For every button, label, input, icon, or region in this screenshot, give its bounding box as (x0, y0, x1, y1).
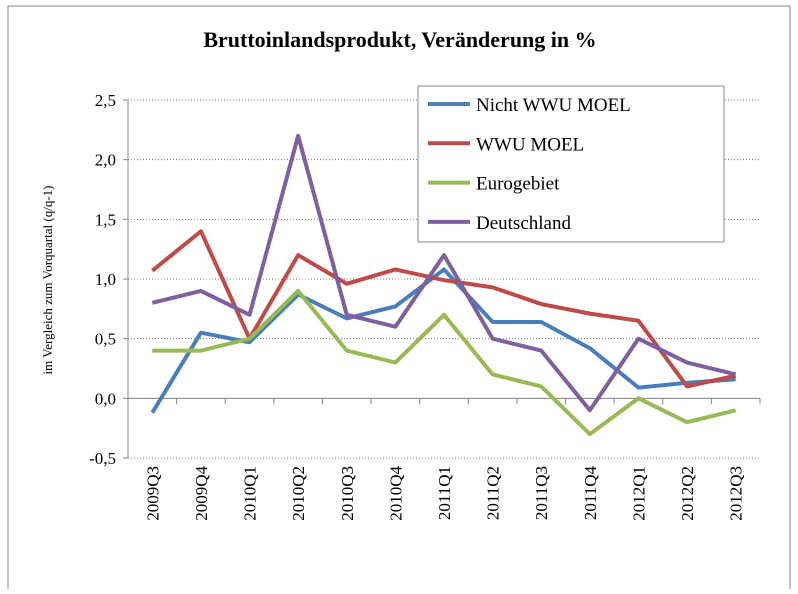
y-tick-label: 1,0 (95, 270, 116, 289)
x-tick-label: 2012Q1 (629, 466, 648, 521)
x-tick-label: 2010Q4 (386, 466, 405, 521)
legend-label: Deutschland (476, 213, 571, 234)
y-axis-label: im Vergleich zum Vorquartal (q/q-1) (40, 186, 55, 375)
y-tick-label: 2,0 (95, 151, 116, 170)
y-tick-label: 1,5 (95, 210, 116, 229)
x-tick-label: 2011Q1 (435, 466, 454, 520)
x-tick-label: 2011Q2 (484, 466, 503, 520)
legend-label: Eurogebiet (476, 174, 560, 195)
legend-label: Nicht WWU MOEL (476, 95, 631, 116)
x-tick-label: 2009Q4 (192, 466, 211, 521)
x-tick-label: 2010Q2 (289, 466, 308, 521)
series-line (150, 267, 736, 414)
chart-title: Bruttoinlandsprodukt, Veränderung in % (203, 27, 596, 52)
x-tick-label: 2011Q4 (581, 466, 600, 521)
series-line (152, 288, 737, 437)
y-tick-label: -0,5 (89, 449, 116, 468)
x-tick-label: 2012Q2 (678, 466, 697, 521)
legend-box (417, 85, 725, 243)
x-tick-label: 2012Q3 (727, 466, 746, 521)
series-line (151, 133, 737, 413)
y-tick-label: 2,5 (95, 91, 116, 110)
y-tick-label: 0,0 (95, 389, 116, 408)
y-tick-label: 0,5 (95, 330, 116, 349)
legend-label: WWU MOEL (476, 134, 584, 155)
x-tick-label: 2010Q1 (241, 466, 260, 521)
x-tick-label: 2009Q3 (143, 466, 162, 521)
x-tick-label: 2010Q3 (338, 466, 357, 521)
x-tick-label: 2011Q3 (532, 466, 551, 520)
